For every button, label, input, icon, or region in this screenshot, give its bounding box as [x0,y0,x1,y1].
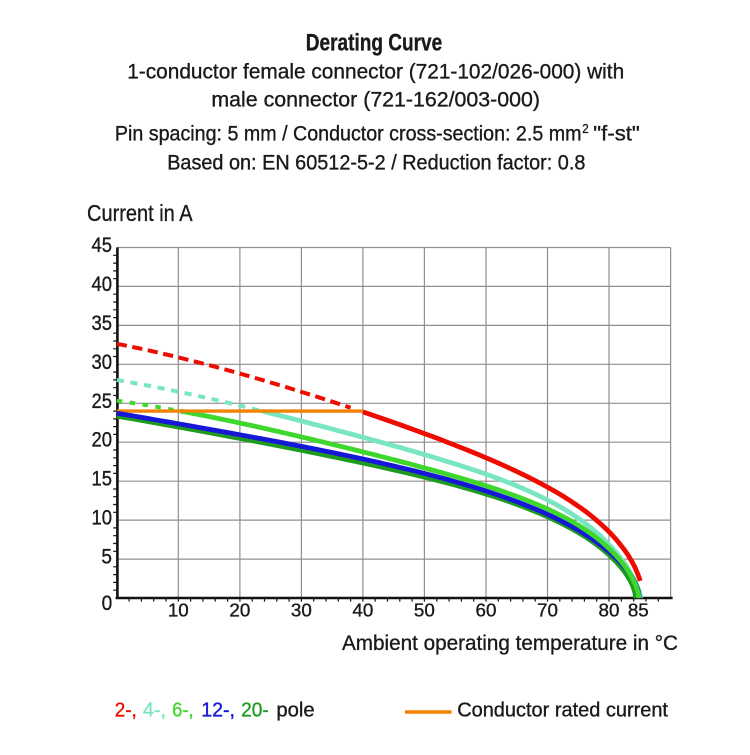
svg-text:Current in A: Current in A [87,200,193,226]
svg-text:Based on: EN 60512-5-2 / Reduc: Based on: EN 60512-5-2 / Reduction facto… [167,151,585,175]
svg-text:Pin spacing: 5 mm / Conductor: Pin spacing: 5 mm / Conductor cross-sect… [115,121,582,145]
svg-text:Conductor rated current: Conductor rated current [457,699,668,722]
svg-text:50: 50 [414,600,435,620]
svg-text:2: 2 [582,121,588,136]
svg-text:80: 80 [599,600,620,620]
svg-text:20: 20 [92,429,113,452]
svg-text:60: 60 [476,600,497,620]
svg-text:10: 10 [168,600,189,620]
svg-text:20: 20 [229,600,250,620]
svg-text:40: 40 [352,600,373,620]
svg-text:20-: 20- [241,699,269,722]
svg-text:35: 35 [92,312,113,335]
svg-text:pole: pole [276,699,314,722]
svg-text:5: 5 [101,546,112,569]
svg-text:15: 15 [92,468,113,491]
svg-text:0: 0 [102,592,113,615]
svg-text:85: 85 [628,600,649,620]
svg-text:Ambient operating temperature: Ambient operating temperature in °C [342,631,678,655]
svg-text:6-,: 6-, [172,699,194,722]
svg-text:30: 30 [92,351,113,374]
svg-text:25: 25 [92,390,113,413]
svg-text:male connector (721-162/003-00: male connector (721-162/003-000) [211,87,540,111]
svg-text:2-,: 2-, [115,699,137,722]
svg-text:Derating Curve: Derating Curve [306,29,442,56]
svg-text:12-,: 12-, [201,699,235,722]
svg-text:45: 45 [92,234,113,257]
svg-text:70: 70 [537,600,558,620]
svg-text:30: 30 [291,600,312,620]
svg-text:"f-st": "f-st" [593,121,640,145]
svg-text:1-conductor female connector (: 1-conductor female connector (721-102/02… [127,60,624,84]
svg-text:4-,: 4-, [143,699,166,722]
svg-text:40: 40 [92,273,113,296]
svg-text:10: 10 [92,507,113,530]
